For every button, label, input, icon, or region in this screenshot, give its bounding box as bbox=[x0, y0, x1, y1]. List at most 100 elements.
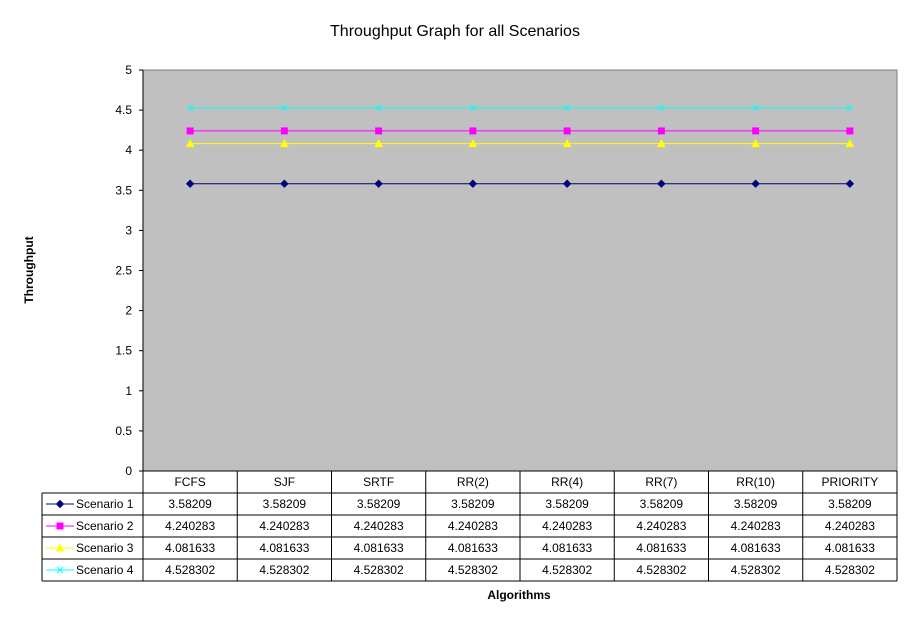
data-label: 4.528302 bbox=[542, 563, 592, 577]
category-label: PRIORITY bbox=[822, 475, 879, 489]
y-tick-label: 4 bbox=[125, 143, 132, 157]
plot-background bbox=[142, 69, 898, 472]
legend-key-marker bbox=[55, 543, 65, 552]
data-point-scenario-3 bbox=[468, 139, 478, 148]
marker-stroke bbox=[752, 104, 759, 112]
data-label: 4.081633 bbox=[354, 541, 404, 555]
data-label: 4.528302 bbox=[259, 563, 309, 577]
data-point-scenario-4 bbox=[563, 104, 571, 112]
data-point-scenario-2 bbox=[280, 127, 288, 135]
legend-key-scenario-2 bbox=[46, 522, 74, 530]
legend-key-marker bbox=[56, 522, 64, 530]
data-point-scenario-1 bbox=[280, 179, 289, 188]
data-label: 3.58209 bbox=[168, 497, 212, 511]
data-label: 4.528302 bbox=[825, 563, 875, 577]
series-name-label: Scenario 3 bbox=[76, 541, 134, 555]
data-label: 4.240283 bbox=[731, 519, 781, 533]
marker-stroke bbox=[846, 104, 854, 112]
data-point-scenario-2 bbox=[657, 127, 665, 135]
data-point-scenario-4 bbox=[752, 104, 759, 112]
data-label: 4.081633 bbox=[259, 541, 309, 555]
data-point-scenario-3 bbox=[374, 139, 383, 148]
y-axis-title: Throughput bbox=[22, 236, 36, 303]
series-name-label: Scenario 4 bbox=[76, 563, 134, 577]
data-point-scenario-1 bbox=[657, 179, 666, 188]
data-point-scenario-4 bbox=[469, 104, 477, 112]
data-point-scenario-3 bbox=[280, 139, 289, 148]
data-point-scenario-3 bbox=[562, 139, 572, 148]
data-point-scenario-4 bbox=[186, 104, 194, 112]
data-label: 3.58209 bbox=[263, 497, 307, 511]
data-point-scenario-3 bbox=[657, 139, 666, 148]
data-label: 4.240283 bbox=[448, 519, 498, 533]
marker-stroke bbox=[375, 104, 382, 112]
data-label: 3.58209 bbox=[357, 497, 401, 511]
data-label: 4.081633 bbox=[825, 541, 875, 555]
data-point-scenario-1 bbox=[468, 179, 478, 188]
chart-title: Throughput Graph for all Scenarios bbox=[330, 23, 580, 40]
data-label: 4.081633 bbox=[542, 541, 592, 555]
data-label: 3.58209 bbox=[640, 497, 684, 511]
y-tick-label: 3 bbox=[125, 223, 132, 237]
data-point-scenario-2 bbox=[846, 127, 854, 135]
data-label: 4.240283 bbox=[825, 519, 875, 533]
data-point-scenario-3 bbox=[185, 139, 195, 148]
plot-area: 0 0.5 1 1.5 2 2.5 3 3.5 4 4.5 5 bbox=[115, 63, 898, 478]
data-point-scenario-1 bbox=[562, 179, 572, 188]
data-label: 4.240283 bbox=[542, 519, 592, 533]
category-label: RR(10) bbox=[736, 475, 775, 489]
y-tick-label: 2 bbox=[125, 304, 132, 318]
data-point-scenario-3 bbox=[751, 139, 760, 148]
data-label: 4.528302 bbox=[636, 563, 686, 577]
data-label: 4.528302 bbox=[354, 563, 404, 577]
data-label: 4.528302 bbox=[165, 563, 215, 577]
data-label: 4.081633 bbox=[731, 541, 781, 555]
legend-key-marker bbox=[55, 499, 65, 509]
data-point-scenario-2 bbox=[752, 127, 760, 135]
y-tick-label: 4.5 bbox=[115, 103, 132, 117]
data-label: 4.240283 bbox=[636, 519, 686, 533]
data-point-scenario-4 bbox=[375, 104, 382, 112]
category-label: SRTF bbox=[363, 475, 394, 489]
data-point-scenario-2 bbox=[563, 127, 571, 135]
marker-stroke bbox=[469, 104, 477, 112]
data-point-scenario-2 bbox=[186, 127, 194, 135]
category-label: FCFS bbox=[174, 475, 205, 489]
data-point-scenario-4 bbox=[846, 104, 854, 112]
data-point-scenario-2 bbox=[469, 127, 477, 135]
category-label: RR(4) bbox=[551, 475, 583, 489]
y-tick-label: 1 bbox=[125, 384, 132, 398]
data-point-scenario-4 bbox=[658, 104, 665, 112]
data-label: 4.081633 bbox=[636, 541, 686, 555]
data-label: 3.58209 bbox=[828, 497, 872, 511]
data-label: 4.081633 bbox=[448, 541, 498, 555]
legend-key-marker bbox=[56, 566, 64, 574]
y-tick-label: 5 bbox=[125, 63, 132, 77]
legend-key-scenario-4 bbox=[46, 566, 74, 574]
data-label: 4.240283 bbox=[165, 519, 215, 533]
marker-stroke bbox=[281, 104, 288, 112]
legend-key-scenario-3 bbox=[46, 543, 74, 552]
category-label: SJF bbox=[274, 475, 295, 489]
legend-key-scenario-1 bbox=[46, 499, 74, 509]
data-label: 3.58209 bbox=[545, 497, 589, 511]
y-tick-label: 2.5 bbox=[115, 264, 132, 278]
y-tick-label: 0 bbox=[125, 464, 132, 478]
x-axis-title: Algorithms bbox=[487, 588, 551, 602]
y-tick-label: 0.5 bbox=[115, 424, 132, 438]
data-label: 4.528302 bbox=[448, 563, 498, 577]
data-label: 4.240283 bbox=[354, 519, 404, 533]
data-label: 4.081633 bbox=[165, 541, 215, 555]
data-point-scenario-1 bbox=[751, 179, 760, 188]
data-table: FCFS SJF SRTF RR(2) RR(4) RR(7) RR(10) PRIORITY… bbox=[41, 470, 898, 582]
data-point-scenario-3 bbox=[845, 139, 855, 148]
data-label: 3.58209 bbox=[451, 497, 495, 511]
series-name-label: Scenario 2 bbox=[76, 519, 134, 533]
data-label: 4.240283 bbox=[259, 519, 309, 533]
y-tick-label: 3.5 bbox=[115, 183, 132, 197]
series-name-label: Scenario 1 bbox=[76, 497, 134, 511]
category-label: RR(2) bbox=[457, 475, 489, 489]
data-point-scenario-1 bbox=[845, 179, 855, 188]
y-tick-label: 1.5 bbox=[115, 344, 132, 358]
